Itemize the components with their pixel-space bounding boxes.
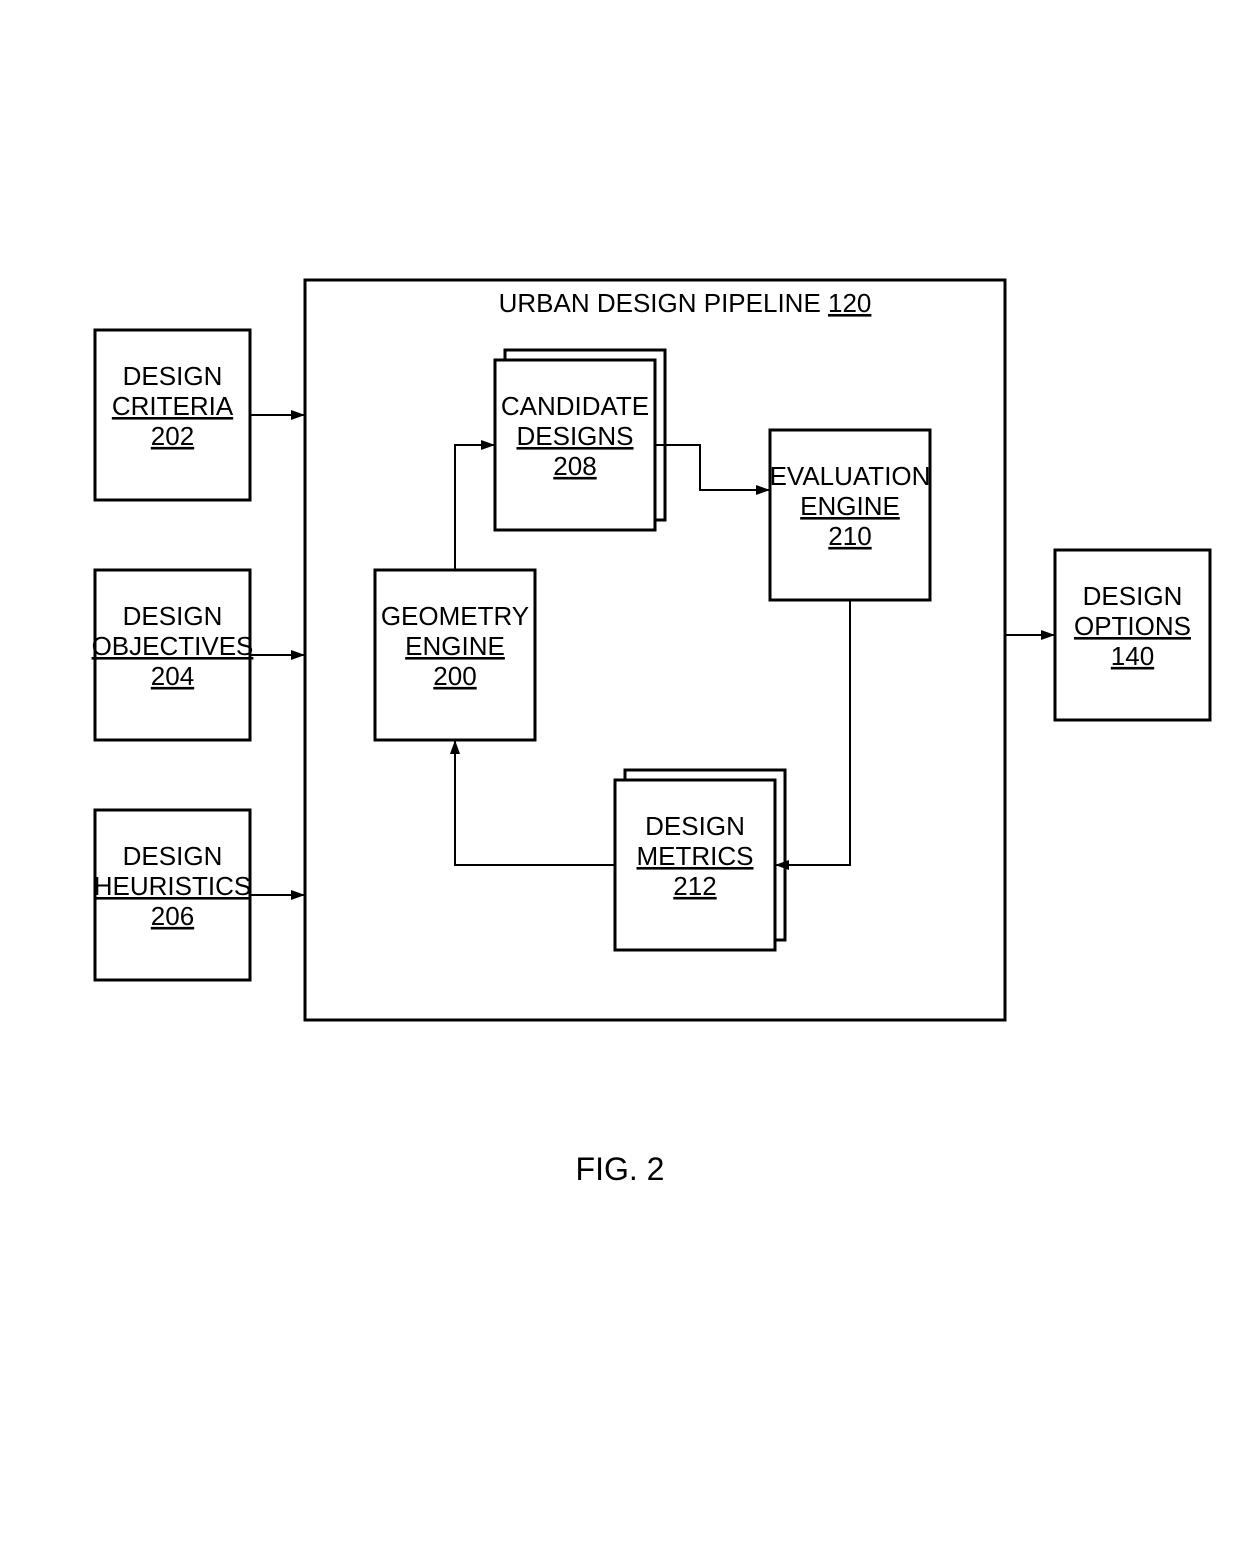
pipeline-title: URBAN DESIGN PIPELINE 120 xyxy=(499,288,872,318)
candidate_designs-line1: CANDIDATE xyxy=(501,391,649,421)
design_heuristics-line2: HEURISTICS xyxy=(94,871,251,901)
geometry_engine-ref: 200 xyxy=(433,661,476,691)
geometry_engine-line2: ENGINE xyxy=(405,631,505,661)
evaluation_engine-line2: ENGINE xyxy=(800,491,900,521)
design_criteria-ref: 202 xyxy=(151,421,194,451)
candidate_designs-ref: 208 xyxy=(553,451,596,481)
design_metrics-line2: METRICS xyxy=(637,841,754,871)
design_options-line1: DESIGN xyxy=(1083,581,1183,611)
design_metrics-line1: DESIGN xyxy=(645,811,745,841)
design_criteria-line1: DESIGN xyxy=(123,361,223,391)
figure-label: FIG. 2 xyxy=(576,1151,665,1187)
design_options-ref: 140 xyxy=(1111,641,1154,671)
candidate_designs-line2: DESIGNS xyxy=(516,421,633,451)
design_heuristics-ref: 206 xyxy=(151,901,194,931)
design_objectives-line1: DESIGN xyxy=(123,601,223,631)
evaluation_engine-line1: EVALUATION xyxy=(770,461,931,491)
design_heuristics-line1: DESIGN xyxy=(123,841,223,871)
design_metrics-ref: 212 xyxy=(673,871,716,901)
design_options-line2: OPTIONS xyxy=(1074,611,1191,641)
design_criteria-line2: CRITERIA xyxy=(112,391,234,421)
geometry_engine-line1: GEOMETRY xyxy=(381,601,529,631)
design_objectives-ref: 204 xyxy=(151,661,194,691)
evaluation_engine-ref: 210 xyxy=(828,521,871,551)
design_objectives-line2: OBJECTIVES xyxy=(92,631,254,661)
